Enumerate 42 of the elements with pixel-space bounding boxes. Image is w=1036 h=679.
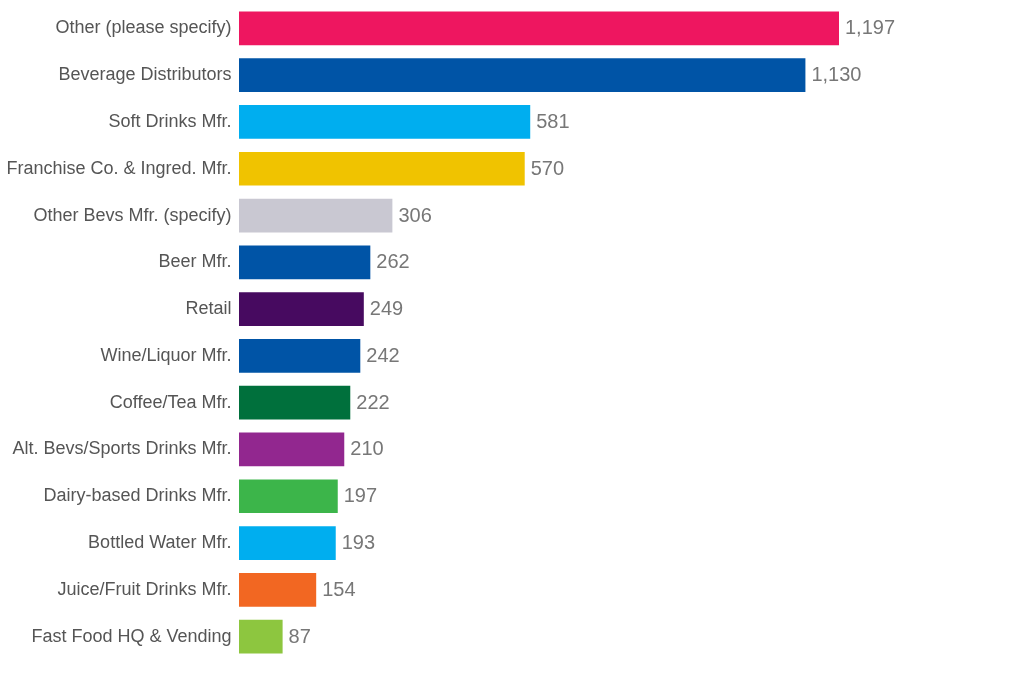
data-label: 1,197 bbox=[845, 16, 896, 39]
y-tick-label: Beverage Distributors bbox=[58, 64, 232, 85]
bar bbox=[239, 479, 338, 514]
data-label: 154 bbox=[322, 577, 356, 600]
y-tick-label: Dairy-based Drinks Mfr. bbox=[43, 485, 232, 506]
bar bbox=[239, 526, 336, 560]
bar bbox=[239, 198, 393, 233]
y-tick-label: Retail bbox=[185, 298, 232, 319]
bar bbox=[239, 245, 371, 280]
data-label: 262 bbox=[376, 250, 410, 273]
bar bbox=[239, 151, 525, 186]
data-label: 570 bbox=[530, 156, 565, 179]
y-tick-label: Soft Drinks Mfr. bbox=[108, 110, 232, 131]
bar bbox=[239, 339, 361, 373]
bar bbox=[239, 11, 839, 46]
bar bbox=[239, 105, 531, 139]
data-label: 222 bbox=[356, 390, 390, 413]
y-tick-label: Other (please specify) bbox=[55, 17, 232, 38]
bar bbox=[239, 572, 317, 607]
bar bbox=[239, 385, 351, 420]
data-label: 210 bbox=[350, 437, 384, 460]
data-label: 1,130 bbox=[811, 63, 862, 86]
y-tick-label: Fast Food HQ & Vending bbox=[31, 625, 232, 646]
y-tick-label: Alt. Bevs/Sports Drinks Mfr. bbox=[12, 438, 232, 459]
data-label: 242 bbox=[366, 343, 400, 366]
bar bbox=[239, 619, 283, 654]
data-label: 306 bbox=[398, 203, 432, 226]
bar bbox=[239, 58, 806, 93]
y-tick-label: Coffee/Tea Mfr. bbox=[109, 391, 232, 412]
data-label: 193 bbox=[341, 531, 376, 554]
y-tick-label: Juice/Fruit Drinks Mfr. bbox=[57, 578, 232, 599]
y-tick-label: Wine/Liquor Mfr. bbox=[100, 344, 232, 365]
bar bbox=[239, 432, 345, 467]
y-tick-label: Beer Mfr. bbox=[158, 251, 232, 272]
data-label: 87 bbox=[288, 624, 311, 647]
bar bbox=[239, 292, 364, 326]
data-label: 249 bbox=[369, 297, 404, 320]
data-label: 197 bbox=[343, 484, 378, 507]
y-tick-label: Franchise Co. & Ingred. Mfr. bbox=[6, 157, 232, 178]
data-label: 581 bbox=[536, 109, 570, 132]
y-tick-label: Other Bevs Mfr. (specify) bbox=[33, 204, 232, 225]
y-tick-label: Bottled Water Mfr. bbox=[88, 532, 232, 553]
